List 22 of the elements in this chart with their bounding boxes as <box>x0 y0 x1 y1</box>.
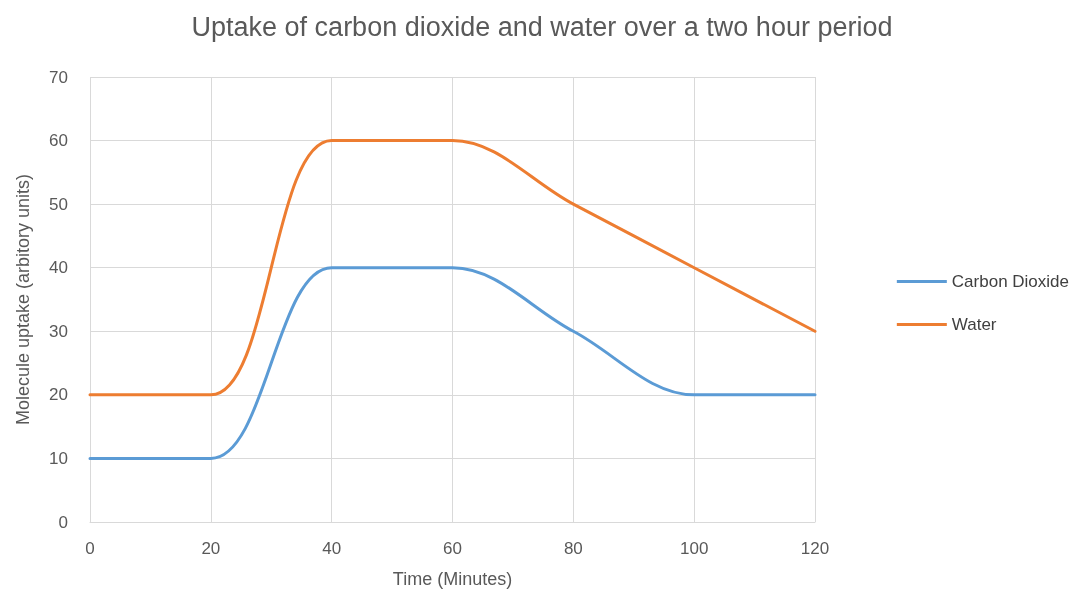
y-tick-label: 30 <box>49 321 68 341</box>
x-tick-label: 40 <box>322 539 342 558</box>
x-tick-label: 100 <box>679 539 709 558</box>
x-tick-label: 120 <box>800 539 830 558</box>
x-tick-label: 80 <box>563 539 583 558</box>
y-tick-label: 0 <box>58 512 68 532</box>
x-tick-label: 0 <box>85 539 95 558</box>
x-tick-label: 20 <box>201 539 221 558</box>
line-series <box>88 139 817 397</box>
x-tick-label: 60 <box>443 539 462 558</box>
chart-title: Uptake of carbon dioxide and water over a two hour period <box>191 11 893 42</box>
line-series <box>88 266 817 460</box>
x-axis-title: Time (Minutes) <box>392 569 513 589</box>
legend-label: Carbon Dioxide <box>951 272 1070 291</box>
y-tick-label: 60 <box>49 131 68 151</box>
y-axis-title: Molecule uptake (arbitory units) <box>13 173 33 426</box>
y-tick-label: 50 <box>49 194 68 214</box>
y-tick-label: 70 <box>49 67 68 87</box>
y-tick-label: 10 <box>49 448 68 468</box>
y-tick-label: 20 <box>49 385 68 405</box>
y-tick-label: 40 <box>49 258 68 278</box>
legend-label: Water <box>951 315 997 334</box>
